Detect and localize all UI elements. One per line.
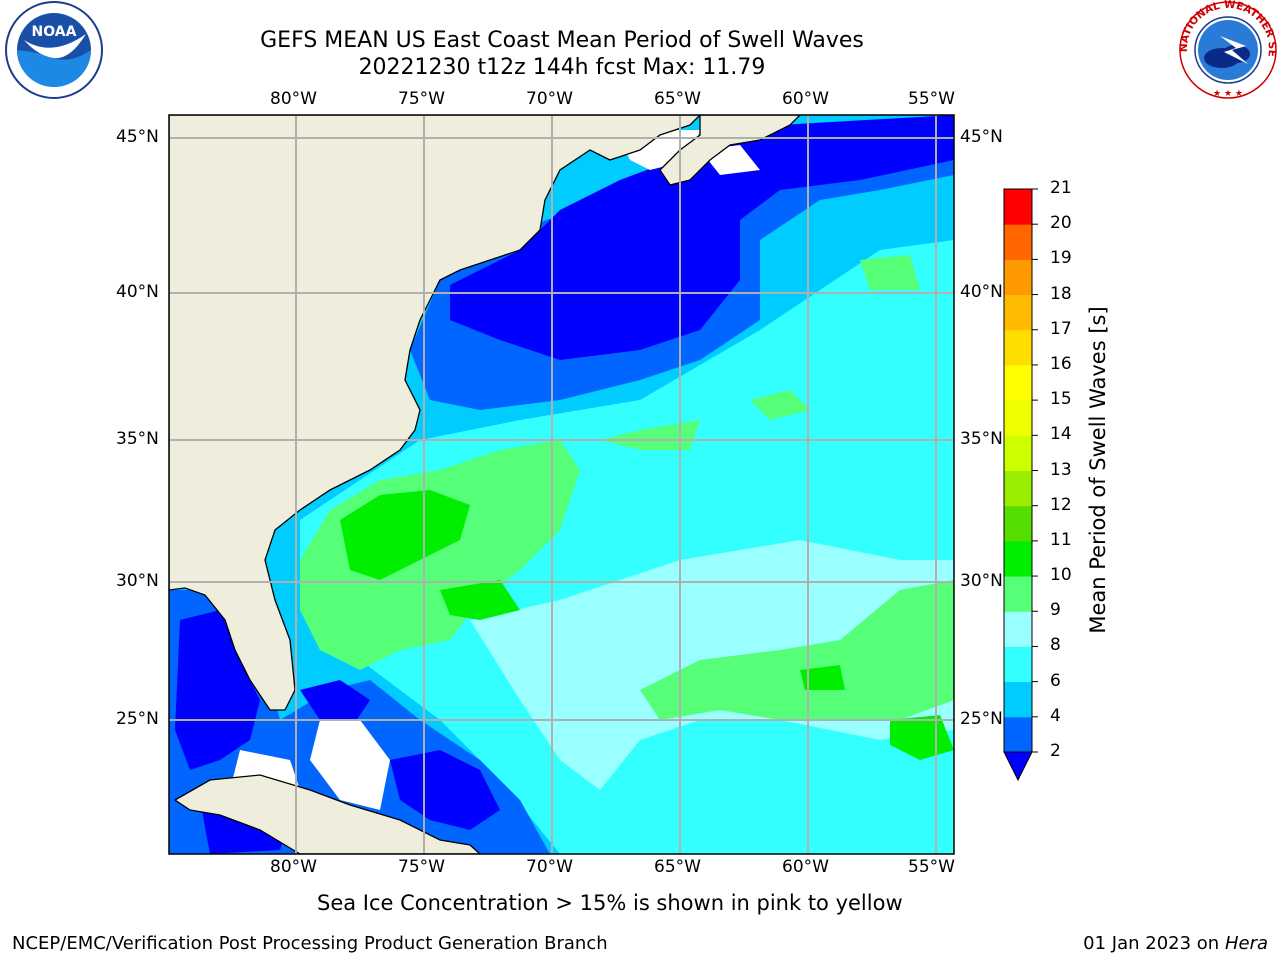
lat-label-right-30n: 30°N <box>960 571 1003 591</box>
colorbar <box>1003 188 1038 782</box>
colorbar-tick-label: 13 <box>1050 459 1072 480</box>
map-frame <box>168 114 955 855</box>
colorbar-tick-label: 21 <box>1050 178 1072 198</box>
colorbar-tick-label: 2 <box>1050 741 1061 761</box>
colorbar-segment <box>1004 294 1032 331</box>
colorbar-segment <box>1004 540 1032 577</box>
footer-machine: Hera <box>1224 933 1268 954</box>
map-title: GEFS MEAN US East Coast Mean Period of S… <box>260 28 864 53</box>
north-america-land <box>169 115 701 711</box>
footer-date-text: 01 Jan 2023 on <box>1083 933 1225 954</box>
colorbar-tick-label: 9 <box>1050 600 1061 621</box>
noaa-logo-text: NOAA <box>32 24 77 40</box>
lat-label-right-40n: 40°N <box>960 282 1003 302</box>
colorbar-label: Mean Period of Swell Waves [s] <box>1086 306 1110 634</box>
colorbar-segment <box>1004 505 1032 542</box>
lon-label-top-70w: 70°W <box>526 89 573 109</box>
lat-label-right-35n: 35°N <box>960 429 1003 449</box>
period-10-11-zone <box>340 490 470 580</box>
colorbar-tick-label: 19 <box>1050 248 1072 269</box>
noaa-logo: NOAA <box>5 1 103 99</box>
lat-label-left-40n: 40°N <box>116 282 159 302</box>
svg-text:★ ★ ★: ★ ★ ★ <box>1213 89 1243 99</box>
footer-date: 01 Jan 2023 on Hera <box>1083 933 1268 954</box>
lon-label-bottom-75w: 75°W <box>398 857 445 877</box>
colorbar-tick-label: 6 <box>1050 670 1061 691</box>
colorbar-tick-label: 18 <box>1050 283 1072 304</box>
map-gridlines <box>169 115 954 854</box>
colorbar-segment <box>1004 576 1032 612</box>
colorbar-extend-triangle <box>1003 751 1033 782</box>
footer-branch: NCEP/EMC/Verification Post Processing Pr… <box>12 933 608 954</box>
colorbar-segment <box>1004 364 1032 401</box>
lon-label-top-65w: 65°W <box>654 89 701 109</box>
colorbar-segment <box>1004 611 1032 647</box>
colorbar-segment <box>1004 716 1032 753</box>
sea-ice-note: Sea Ice Concentration > 15% is shown in … <box>317 891 903 915</box>
lon-label-top-75w: 75°W <box>398 89 445 109</box>
lat-label-right-25n: 25°N <box>960 709 1003 729</box>
colorbar-tick-label: 16 <box>1050 353 1072 374</box>
lon-label-top-60w: 60°W <box>782 89 829 109</box>
lon-label-bottom-70w: 70°W <box>526 857 573 877</box>
nova-scotia-land <box>659 115 801 186</box>
colorbar-tick-label: 17 <box>1050 318 1072 339</box>
colorbar-segment <box>1004 646 1032 683</box>
lat-label-left-25n: 25°N <box>116 709 159 729</box>
lon-label-top-80w: 80°W <box>270 89 317 109</box>
lat-label-left-30n: 30°N <box>116 571 159 591</box>
colorbar-segment <box>1004 400 1032 436</box>
lat-label-right-45n: 45°N <box>960 127 1003 147</box>
colorbar-tick-label: 15 <box>1050 389 1072 410</box>
map-subtitle: 20221230 t12z 144h fcst Max: 11.79 <box>358 55 766 80</box>
colorbar-tick-label: 20 <box>1050 213 1072 234</box>
colorbar-segment <box>1004 435 1032 471</box>
cuba-land <box>173 774 481 854</box>
colorbar-tick-label: 10 <box>1050 565 1072 586</box>
lon-label-bottom-55w: 55°W <box>908 857 955 877</box>
colorbar-segment <box>1004 681 1032 718</box>
lon-label-bottom-60w: 60°W <box>782 857 829 877</box>
colorbar-segment <box>1004 224 1032 260</box>
colorbar-segment <box>1004 189 1032 225</box>
lon-label-bottom-80w: 80°W <box>270 857 317 877</box>
national-weather-service-logo: NATIONAL WEATHER SERVICE ★ ★ ★ <box>1176 0 1278 99</box>
lon-label-bottom-65w: 65°W <box>654 857 701 877</box>
colorbar-segment <box>1004 329 1032 366</box>
colorbar-tick-label: 14 <box>1050 424 1072 445</box>
colorbar-segment <box>1004 259 1032 296</box>
colorbar-tick-label: 4 <box>1050 705 1061 726</box>
colorbar-tick-label: 11 <box>1050 529 1072 550</box>
lat-label-left-35n: 35°N <box>116 429 159 449</box>
period-9-10-zone <box>300 440 580 670</box>
colorbar-tick-label: 8 <box>1050 635 1061 656</box>
colorbar-tick-label: 12 <box>1050 494 1072 515</box>
colorbar-segment <box>1004 470 1032 507</box>
lat-label-left-45n: 45°N <box>116 127 159 147</box>
lon-label-top-55w: 55°W <box>908 89 955 109</box>
period-below-2-zone <box>450 115 954 360</box>
